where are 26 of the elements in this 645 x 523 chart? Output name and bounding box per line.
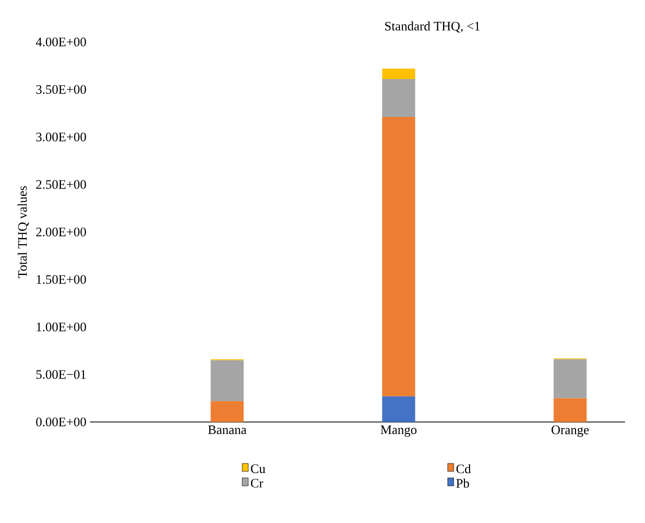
legend-label: Cu [250,464,266,474]
x-tick-label: Mango [380,426,417,437]
chart-title: Standard THQ, <1 [385,21,480,32]
bar [382,117,416,396]
legend-label: Cr [250,478,264,488]
bar [382,79,416,118]
y-tick-label: 2.50E+00 [36,180,86,189]
y-tick-label: 3.50E+00 [36,85,86,94]
y-tick-label: 3.00E+00 [36,132,86,142]
y-axis-title: Total THQ values [18,186,29,278]
legend-label: Cd [456,464,471,474]
y-tick-label: 4.00E+00 [36,38,86,46]
y-tick-label: 0.00E+00 [36,418,86,426]
x-tick-label: Banana [208,426,246,434]
y-tick-label: 5.00E−01 [36,370,86,379]
legend-label: Pb [456,478,470,488]
y-tick-label: 1.00E+00 [36,322,86,332]
bar [554,359,587,398]
bar [554,398,587,422]
bar [382,396,416,422]
bar [210,360,244,402]
y-tick-label: 2.00E+00 [36,228,86,236]
bar [382,68,416,80]
x-tick-label: Orange [552,426,589,437]
bar [210,401,244,422]
y-tick-label: 1.50E+00 [36,275,86,284]
